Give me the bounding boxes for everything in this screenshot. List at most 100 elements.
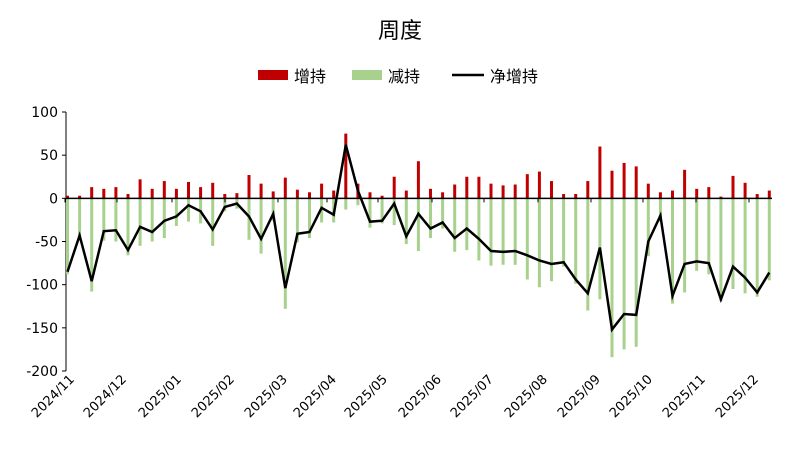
bar-decrease	[768, 198, 771, 280]
bar-increase	[683, 170, 686, 198]
bar-decrease	[562, 198, 565, 266]
bar-increase	[211, 183, 214, 199]
bar-increase	[260, 184, 263, 199]
bar-decrease	[732, 198, 735, 289]
bar-increase	[707, 187, 710, 198]
legend-label-decrease: 减持	[388, 67, 420, 86]
bar-decrease	[683, 198, 686, 292]
bar-increase	[732, 176, 735, 198]
x-tick-label: 2025/06	[396, 372, 445, 421]
bar-increase	[550, 181, 553, 198]
x-tick-label: 2025/02	[189, 372, 238, 421]
bar-decrease	[502, 198, 505, 264]
bar-increase	[514, 185, 517, 199]
bar-increase	[477, 177, 480, 199]
bar-increase	[102, 189, 105, 198]
bar-increase	[598, 147, 601, 199]
bar-increase	[611, 171, 614, 199]
bar-increase	[659, 192, 662, 198]
bar-increase	[586, 181, 589, 198]
x-tick-label: 2025/11	[660, 372, 709, 421]
legend-label-increase: 增持	[294, 67, 326, 86]
bar-increase	[139, 179, 142, 198]
bar-increase	[199, 187, 202, 198]
legend-label-net: 净增持	[490, 67, 538, 86]
bar-decrease	[526, 198, 529, 279]
bar-increase	[671, 191, 674, 199]
bar-decrease	[611, 198, 614, 357]
y-tick-label: 100	[31, 105, 58, 121]
bar-increase	[623, 163, 626, 198]
bar-increase	[163, 181, 166, 198]
bar-increase	[526, 174, 529, 198]
bar-decrease	[429, 198, 432, 238]
bar-decrease	[260, 198, 263, 253]
x-tick-label: 2025/04	[291, 372, 340, 421]
bar-decrease	[356, 198, 359, 205]
legend: 增持 减持 净增持	[258, 67, 538, 86]
bar-decrease	[453, 198, 456, 252]
y-tick-label: -200	[26, 364, 58, 380]
bar-increase	[175, 189, 178, 198]
bar-increase	[429, 189, 432, 198]
bar-decrease	[490, 198, 493, 265]
bar-decrease	[417, 198, 420, 251]
bar-decrease	[139, 198, 142, 245]
x-tick-label: 2024/12	[81, 372, 130, 421]
chart-title: 周度	[378, 19, 422, 44]
x-tick-label: 2025/03	[242, 372, 291, 421]
x-tick-label: 2025/07	[448, 372, 497, 421]
bar-increase	[284, 178, 287, 199]
bar-decrease	[114, 198, 117, 241]
bar-decrease	[465, 198, 468, 250]
bar-decrease	[574, 198, 577, 283]
bar-increase	[465, 177, 468, 199]
bar-increase	[635, 166, 638, 198]
bar-increase	[417, 161, 420, 198]
bar-increase	[502, 185, 505, 198]
bar-decrease	[211, 198, 214, 245]
y-tick-label: -100	[26, 278, 58, 294]
bar-increase	[248, 175, 251, 198]
bar-decrease	[151, 198, 154, 241]
bar-decrease	[66, 198, 69, 274]
bar-increase	[695, 189, 698, 198]
bar-increase	[90, 187, 93, 198]
bar-increase	[235, 193, 238, 198]
bar-increase	[151, 189, 154, 198]
legend-swatch-decrease	[352, 70, 382, 80]
bar-decrease	[514, 198, 517, 264]
bar-increase	[332, 191, 335, 199]
bar-decrease	[477, 198, 480, 260]
bar-increase	[344, 134, 347, 199]
bar-increase	[308, 192, 311, 198]
y-tick-label: -50	[35, 235, 58, 251]
bar-increase	[538, 172, 541, 199]
bar-increase	[453, 185, 456, 199]
bar-increase	[744, 183, 747, 199]
bar-decrease	[163, 198, 166, 238]
bar-increase	[296, 190, 299, 199]
bar-increase	[441, 192, 444, 198]
bar-increase	[369, 192, 372, 198]
bar-increase	[768, 191, 771, 199]
x-tick-label: 2025/01	[136, 372, 185, 421]
y-tick-label: 50	[40, 148, 58, 164]
bar-increase	[647, 184, 650, 199]
bar-increase	[393, 177, 396, 199]
bar-decrease	[284, 198, 287, 309]
bar-decrease	[719, 198, 722, 301]
bar-decrease	[756, 198, 759, 296]
bar-increase	[187, 182, 190, 198]
x-tick-label: 2025/12	[713, 372, 762, 421]
bar-decrease	[538, 198, 541, 287]
bar-decrease	[550, 198, 553, 281]
x-tick-label: 2025/05	[342, 372, 391, 421]
y-tick-label: 0	[49, 191, 58, 207]
bar-decrease	[635, 198, 638, 346]
bar-increase	[490, 184, 493, 199]
bar-decrease	[623, 198, 626, 349]
bar-decrease	[344, 198, 347, 209]
